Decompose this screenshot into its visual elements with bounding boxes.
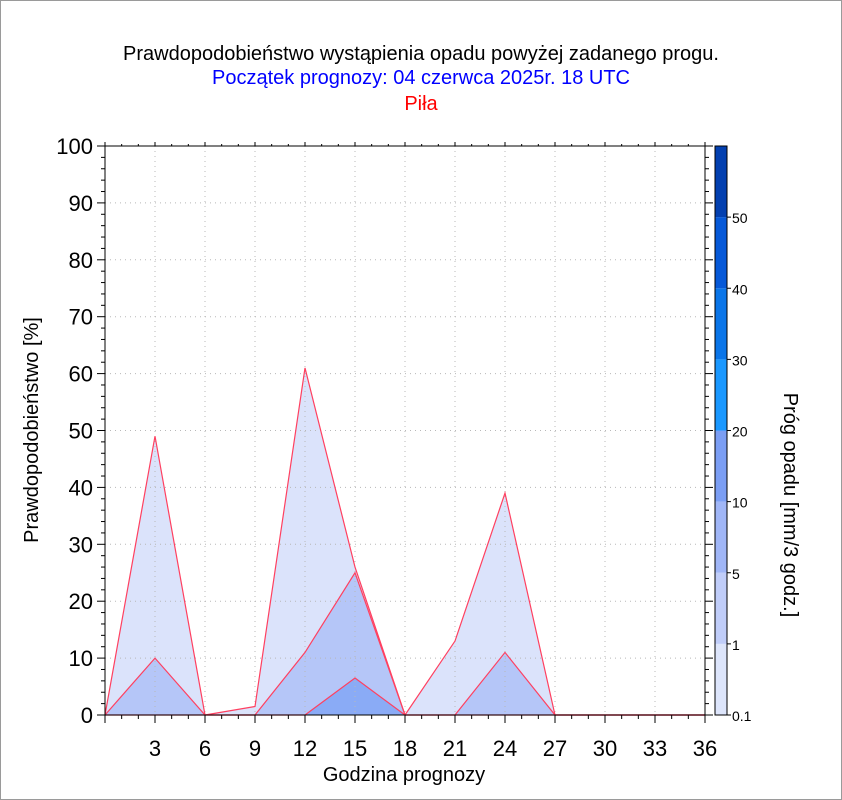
colorbar-segment — [715, 146, 727, 218]
x-tick-label: 12 — [293, 736, 317, 761]
y-tick-label: 40 — [69, 475, 93, 500]
area-threshold-1 — [105, 572, 705, 715]
x-axis-label: Godzina prognozy — [323, 764, 485, 786]
y-tick-label: 30 — [69, 532, 93, 557]
colorbar-label: Próg opadu [mm/3 godz.] — [779, 393, 801, 618]
colorbar-segment — [715, 359, 727, 431]
colorbar-tick-label: 1 — [732, 637, 740, 653]
x-tick-label: 27 — [543, 736, 567, 761]
y-tick-label: 100 — [56, 134, 93, 159]
x-tick-label: 9 — [249, 736, 261, 761]
colorbar-tick-label: 20 — [732, 424, 748, 440]
colorbar-tick-label: 30 — [732, 352, 748, 368]
x-tick-label: 33 — [643, 736, 667, 761]
y-tick-label: 0 — [81, 703, 93, 728]
x-tick-label: 3 — [149, 736, 161, 761]
colorbar-segment — [715, 501, 727, 573]
colorbar-tick-label: 0.1 — [732, 708, 752, 724]
x-tick-label: 36 — [693, 736, 717, 761]
x-tick-label: 6 — [199, 736, 211, 761]
colorbar-tick-label: 40 — [732, 281, 748, 297]
colorbar-segment — [715, 288, 727, 360]
y-tick-label: 50 — [69, 419, 93, 444]
y-tick-label: 90 — [69, 191, 93, 216]
x-tick-label: 15 — [343, 736, 367, 761]
grid-layer — [105, 146, 705, 715]
x-tick-label: 18 — [393, 736, 417, 761]
y-tick-label: 80 — [69, 248, 93, 273]
colorbar-segment — [715, 217, 727, 289]
colorbar-segment — [715, 572, 727, 644]
chart-location: Piła — [404, 93, 438, 115]
x-tick-label: 30 — [593, 736, 617, 761]
x-tick-label: 24 — [493, 736, 517, 761]
chart-subtitle: Początek prognozy: 04 czerwca 2025r. 18 … — [212, 67, 630, 89]
chart-title: Prawdopodobieństwo wystąpienia opadu pow… — [123, 43, 719, 65]
x-tick-label: 21 — [443, 736, 467, 761]
colorbar: 0.1 1 5 10 20 30 40 50 — [714, 145, 752, 724]
area-layer — [105, 367, 705, 715]
colorbar-segment — [715, 430, 727, 502]
y-tick-label: 10 — [69, 646, 93, 671]
colorbar-tick-label: 50 — [732, 210, 748, 226]
colorbar-tick-label: 10 — [732, 495, 748, 511]
colorbar-tick-label: 5 — [732, 566, 740, 582]
colorbar-segment — [715, 643, 727, 715]
y-tick-label: 20 — [69, 589, 93, 614]
y-axis-label: Prawdopodobieństwo [%] — [21, 317, 43, 543]
y-tick-label: 60 — [69, 362, 93, 387]
y-tick-label: 70 — [69, 305, 93, 330]
